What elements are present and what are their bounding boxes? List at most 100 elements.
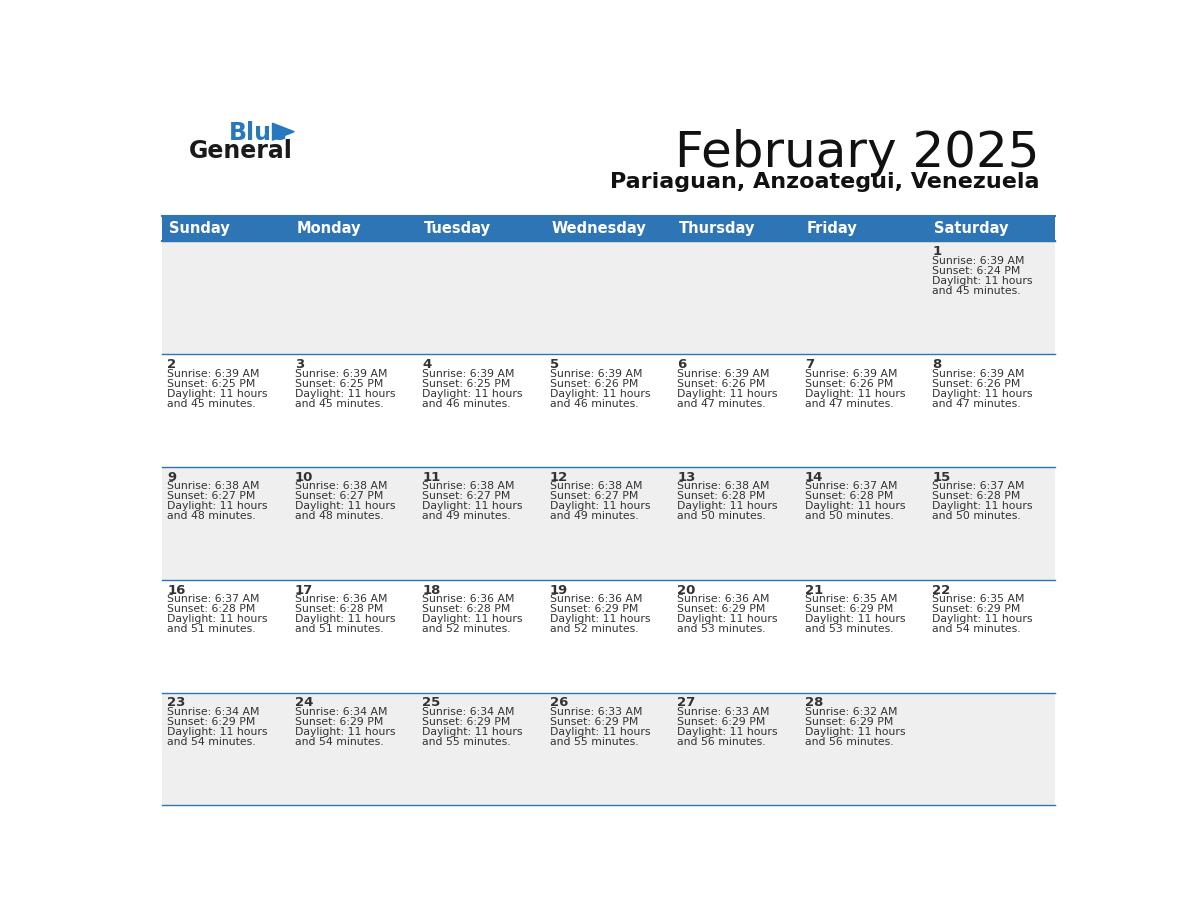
- Bar: [672, 217, 801, 241]
- Text: 12: 12: [550, 471, 568, 484]
- Text: Daylight: 11 hours: Daylight: 11 hours: [295, 501, 396, 511]
- Text: and 49 minutes.: and 49 minutes.: [422, 511, 511, 521]
- Text: Daylight: 11 hours: Daylight: 11 hours: [168, 501, 267, 511]
- Text: Sunset: 6:26 PM: Sunset: 6:26 PM: [933, 378, 1020, 388]
- Text: 23: 23: [168, 697, 185, 710]
- Text: and 53 minutes.: and 53 minutes.: [677, 624, 766, 634]
- Text: Sunrise: 6:36 AM: Sunrise: 6:36 AM: [550, 594, 643, 604]
- Text: and 55 minutes.: and 55 minutes.: [422, 737, 511, 747]
- Text: 21: 21: [804, 584, 823, 597]
- Text: Sunrise: 6:32 AM: Sunrise: 6:32 AM: [804, 707, 897, 717]
- Text: 6: 6: [677, 358, 687, 371]
- Text: Sunrise: 6:35 AM: Sunrise: 6:35 AM: [933, 594, 1025, 604]
- Text: and 45 minutes.: and 45 minutes.: [933, 285, 1020, 296]
- Text: Sunrise: 6:38 AM: Sunrise: 6:38 AM: [422, 481, 514, 491]
- Text: and 45 minutes.: and 45 minutes.: [295, 398, 384, 409]
- Text: and 55 minutes.: and 55 minutes.: [550, 737, 638, 747]
- Text: Wednesday: Wednesday: [551, 221, 646, 236]
- Text: and 54 minutes.: and 54 minutes.: [168, 737, 255, 747]
- Text: Sunrise: 6:37 AM: Sunrise: 6:37 AM: [933, 481, 1025, 491]
- Text: Sunrise: 6:39 AM: Sunrise: 6:39 AM: [295, 368, 387, 378]
- Text: Sunset: 6:24 PM: Sunset: 6:24 PM: [933, 265, 1020, 275]
- Bar: [290, 217, 417, 241]
- Text: Sunset: 6:29 PM: Sunset: 6:29 PM: [295, 717, 383, 727]
- Text: Sunrise: 6:33 AM: Sunrise: 6:33 AM: [550, 707, 643, 717]
- Text: 1: 1: [933, 245, 941, 258]
- Text: Daylight: 11 hours: Daylight: 11 hours: [422, 501, 523, 511]
- Text: 5: 5: [550, 358, 558, 371]
- Text: Sunset: 6:25 PM: Sunset: 6:25 PM: [422, 378, 511, 388]
- Text: Sunset: 6:29 PM: Sunset: 6:29 PM: [677, 717, 765, 727]
- Text: and 51 minutes.: and 51 minutes.: [168, 624, 255, 634]
- Text: and 56 minutes.: and 56 minutes.: [677, 737, 766, 747]
- Text: Sunrise: 6:39 AM: Sunrise: 6:39 AM: [550, 368, 643, 378]
- Text: and 47 minutes.: and 47 minutes.: [933, 398, 1020, 409]
- Text: Sunset: 6:28 PM: Sunset: 6:28 PM: [168, 604, 255, 614]
- Text: and 47 minutes.: and 47 minutes.: [804, 398, 893, 409]
- Text: Sunrise: 6:36 AM: Sunrise: 6:36 AM: [422, 594, 514, 604]
- Text: 10: 10: [295, 471, 312, 484]
- Text: and 47 minutes.: and 47 minutes.: [677, 398, 766, 409]
- Text: Sunrise: 6:38 AM: Sunrise: 6:38 AM: [677, 481, 770, 491]
- Text: 16: 16: [168, 584, 185, 597]
- Bar: [163, 467, 1055, 579]
- Text: Daylight: 11 hours: Daylight: 11 hours: [168, 614, 267, 624]
- Text: Daylight: 11 hours: Daylight: 11 hours: [422, 614, 523, 624]
- Text: Sunrise: 6:34 AM: Sunrise: 6:34 AM: [168, 707, 260, 717]
- Text: Daylight: 11 hours: Daylight: 11 hours: [550, 727, 650, 737]
- Text: Blue: Blue: [229, 121, 289, 145]
- Text: and 52 minutes.: and 52 minutes.: [550, 624, 638, 634]
- Text: 13: 13: [677, 471, 696, 484]
- Text: Sunrise: 6:39 AM: Sunrise: 6:39 AM: [168, 368, 260, 378]
- Text: Daylight: 11 hours: Daylight: 11 hours: [933, 388, 1032, 398]
- Bar: [163, 241, 1055, 354]
- Text: and 45 minutes.: and 45 minutes.: [168, 398, 255, 409]
- Text: Sunset: 6:28 PM: Sunset: 6:28 PM: [677, 491, 765, 501]
- Text: 4: 4: [422, 358, 431, 371]
- Text: Sunrise: 6:38 AM: Sunrise: 6:38 AM: [550, 481, 643, 491]
- Text: 17: 17: [295, 584, 312, 597]
- Text: and 53 minutes.: and 53 minutes.: [804, 624, 893, 634]
- Text: Sunset: 6:28 PM: Sunset: 6:28 PM: [804, 491, 893, 501]
- Text: Daylight: 11 hours: Daylight: 11 hours: [295, 614, 396, 624]
- Text: Sunrise: 6:39 AM: Sunrise: 6:39 AM: [804, 368, 897, 378]
- Text: Sunset: 6:27 PM: Sunset: 6:27 PM: [422, 491, 511, 501]
- Text: Friday: Friday: [807, 221, 857, 236]
- Bar: [545, 217, 672, 241]
- Text: 9: 9: [168, 471, 176, 484]
- Text: Sunset: 6:28 PM: Sunset: 6:28 PM: [295, 604, 383, 614]
- Bar: [163, 217, 290, 241]
- Text: Sunset: 6:29 PM: Sunset: 6:29 PM: [804, 604, 893, 614]
- Text: 7: 7: [804, 358, 814, 371]
- Text: 14: 14: [804, 471, 823, 484]
- Text: 28: 28: [804, 697, 823, 710]
- Text: Sunset: 6:29 PM: Sunset: 6:29 PM: [168, 717, 255, 727]
- Bar: [417, 217, 545, 241]
- Text: Pariaguan, Anzoategui, Venezuela: Pariaguan, Anzoategui, Venezuela: [611, 172, 1040, 192]
- Text: Sunset: 6:29 PM: Sunset: 6:29 PM: [933, 604, 1020, 614]
- Text: 18: 18: [422, 584, 441, 597]
- Text: Sunrise: 6:37 AM: Sunrise: 6:37 AM: [804, 481, 897, 491]
- Text: General: General: [189, 140, 292, 163]
- Text: Daylight: 11 hours: Daylight: 11 hours: [550, 614, 650, 624]
- Text: Sunrise: 6:39 AM: Sunrise: 6:39 AM: [422, 368, 514, 378]
- Text: Tuesday: Tuesday: [424, 221, 491, 236]
- Text: Sunrise: 6:39 AM: Sunrise: 6:39 AM: [933, 368, 1025, 378]
- Text: Daylight: 11 hours: Daylight: 11 hours: [677, 727, 778, 737]
- Text: Daylight: 11 hours: Daylight: 11 hours: [550, 501, 650, 511]
- Text: Daylight: 11 hours: Daylight: 11 hours: [933, 501, 1032, 511]
- Text: 19: 19: [550, 584, 568, 597]
- Text: Sunrise: 6:36 AM: Sunrise: 6:36 AM: [295, 594, 387, 604]
- Bar: [163, 354, 1055, 467]
- Text: Sunrise: 6:39 AM: Sunrise: 6:39 AM: [677, 368, 770, 378]
- Text: Sunrise: 6:35 AM: Sunrise: 6:35 AM: [804, 594, 897, 604]
- Text: Daylight: 11 hours: Daylight: 11 hours: [804, 388, 905, 398]
- Text: and 51 minutes.: and 51 minutes.: [295, 624, 384, 634]
- Text: Sunrise: 6:34 AM: Sunrise: 6:34 AM: [295, 707, 387, 717]
- Text: Daylight: 11 hours: Daylight: 11 hours: [933, 614, 1032, 624]
- Text: Sunset: 6:27 PM: Sunset: 6:27 PM: [168, 491, 255, 501]
- Text: Sunrise: 6:34 AM: Sunrise: 6:34 AM: [422, 707, 514, 717]
- Text: Sunrise: 6:37 AM: Sunrise: 6:37 AM: [168, 594, 260, 604]
- Text: Sunset: 6:26 PM: Sunset: 6:26 PM: [550, 378, 638, 388]
- Text: 25: 25: [422, 697, 441, 710]
